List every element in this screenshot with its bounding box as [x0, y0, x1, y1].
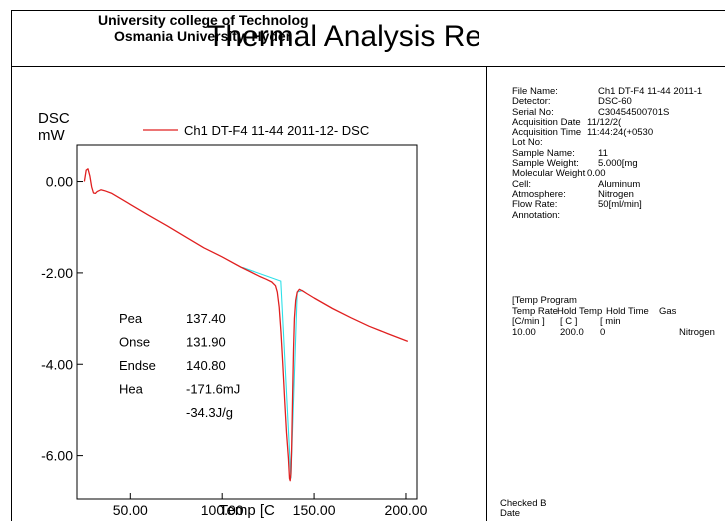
- info-value: 11: [598, 148, 608, 159]
- temp-program-value: Nitrogen: [679, 327, 715, 338]
- temp-program-unit: [ C ]: [560, 317, 578, 327]
- info-value: Aluminum: [598, 179, 641, 190]
- info-value: 0.00: [587, 169, 606, 180]
- legend-label: Ch1 DT-F4 11-44 2011-12- DSC: [184, 123, 369, 138]
- info-key: Detector:: [512, 96, 551, 108]
- temp-program-value: 0: [600, 327, 606, 338]
- info-key: Cell:: [512, 178, 532, 190]
- x-tick-label: 100.00: [201, 502, 244, 518]
- organization-line-2: Osmania University, Hyder: [114, 28, 292, 44]
- temp-program-value: 200.0: [560, 327, 584, 338]
- info-value: Ch1 DT-F4 11-44 2011-1: [598, 87, 703, 97]
- report-title: Thermal Analysis Re: [207, 20, 479, 53]
- temp-program-title: [Temp Program: [512, 296, 577, 306]
- info-value: 5.000[mg: [598, 159, 638, 170]
- info-key: Acquisition Date: [512, 116, 581, 128]
- temp-program-unit: [ min: [600, 317, 621, 327]
- temp-program-header: Hold Time: [606, 306, 649, 317]
- info-key: Lot No:: [512, 137, 543, 149]
- temp-program-header: Hold Temp: [557, 306, 603, 317]
- info-key: Acquisition Time: [512, 127, 582, 139]
- info-divider: [486, 66, 487, 521]
- temp-program-unit: [C/min ]: [512, 317, 545, 327]
- peak-value: -34.3J/g: [186, 405, 233, 420]
- y-tick-label: -4.00: [41, 356, 73, 372]
- x-tick-label: 50.00: [113, 502, 148, 518]
- y-tick-label: -2.00: [41, 265, 73, 281]
- x-tick-label: 150.00: [293, 502, 336, 518]
- info-value: DSC-60: [598, 97, 632, 108]
- y-tick-label: 0.00: [46, 174, 73, 190]
- y-tick-label: -6.00: [41, 448, 73, 464]
- peak-label: Onse: [119, 335, 150, 350]
- report-frame: [11, 10, 725, 521]
- y-axis-label-line1: DSC: [38, 110, 70, 127]
- info-value: 11/12/2(: [587, 117, 622, 128]
- series-line: [83, 168, 409, 482]
- info-key: Annotation:: [512, 209, 561, 221]
- temp-program-header: Temp Rate: [512, 306, 558, 317]
- checked-by-label: Checked B: [500, 498, 547, 509]
- organization-line-1: University college of Technolog: [98, 12, 309, 28]
- info-key: Sample Name:: [512, 147, 575, 159]
- peak-value: -171.6mJ: [186, 382, 240, 397]
- peak-value: 140.80: [186, 358, 226, 373]
- x-tick-label: 200.00: [385, 502, 428, 518]
- info-value: Nitrogen: [598, 189, 634, 200]
- plot-area: [76, 144, 418, 500]
- info-key: Serial No:: [512, 106, 554, 118]
- header-divider: [11, 66, 725, 67]
- temp-program-header: Gas: [659, 306, 677, 317]
- info-key: Sample Weight:: [512, 158, 579, 170]
- baseline-line: [242, 266, 304, 479]
- info-value: C30454500701S: [598, 107, 670, 118]
- info-key: Flow Rate:: [512, 199, 558, 211]
- dsc-chart: DSC mW Ch1 DT-F4 11-44 2011-12- DSC 50.0…: [38, 110, 428, 519]
- peak-label: Hea: [119, 382, 144, 397]
- peak-label: Endse: [119, 358, 156, 373]
- info-value: 50[ml/min]: [598, 200, 642, 211]
- peak-label: Pea: [119, 311, 143, 326]
- date-label: Date: [500, 508, 521, 519]
- peak-value: 131.90: [186, 335, 226, 350]
- x-axis-label: Temp [C: [219, 502, 275, 519]
- info-key: Atmosphere:: [512, 188, 566, 200]
- info-value: 11:44:24(+0530: [587, 128, 654, 139]
- temp-program-value: 10.00: [512, 327, 536, 338]
- y-axis-label-line2: mW: [38, 127, 65, 144]
- peak-value: 137.40: [186, 311, 226, 326]
- signoff: Checked B Date: [500, 499, 546, 519]
- info-key: File Name:: [512, 86, 558, 97]
- info-key: Molecular Weight: [512, 168, 586, 180]
